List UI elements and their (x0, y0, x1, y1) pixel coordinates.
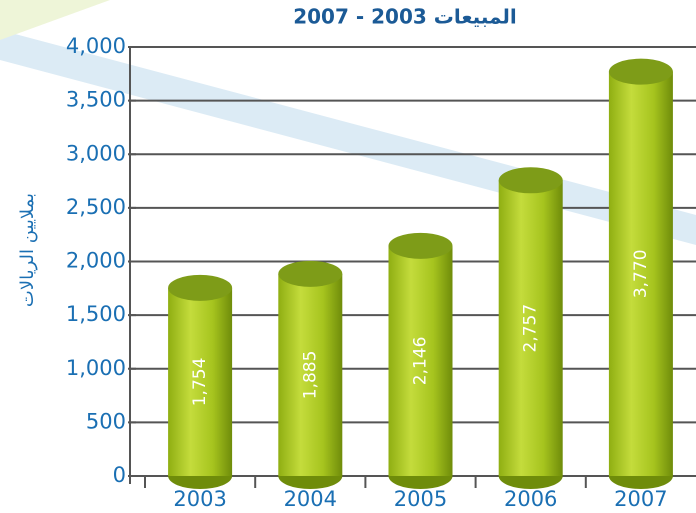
y-axis-label: بملايين الريالات (17, 193, 38, 307)
y-tick-label: 2,000 (66, 249, 126, 273)
chart-title: المبيعات 2003 - 2007 (293, 5, 517, 29)
x-tick-label: 2005 (394, 487, 447, 511)
y-tick-label: 0 (113, 463, 126, 487)
y-tick-label: 3,000 (66, 141, 126, 165)
plot-area: 0 500 1,000 1,500 2,000 2,500 3,000 3,500 4,000 2… (66, 34, 696, 511)
x-tick-label: 2007 (614, 487, 667, 511)
y-tick-label: 3,500 (66, 88, 126, 112)
bar-top (608, 58, 673, 85)
bar-top (168, 274, 233, 301)
value-label: 1,754 (190, 358, 210, 407)
y-tick-label: 500 (86, 409, 126, 433)
bar-top (498, 167, 563, 194)
bar (388, 245, 453, 476)
bar (498, 180, 563, 476)
bar-top (278, 260, 343, 287)
value-label: 1,885 (300, 351, 320, 400)
y-tick-label: 1,000 (66, 356, 126, 380)
bar (168, 287, 233, 476)
x-tick-label: 2003 (173, 487, 226, 511)
value-label: 3,770 (631, 249, 651, 298)
y-tick-label: 2,500 (66, 195, 126, 219)
background-corner (0, 0, 110, 40)
y-tick-label: 4,000 (66, 34, 126, 58)
y-tick-label: 1,500 (66, 302, 126, 326)
bar (278, 273, 343, 476)
x-tick-label: 2004 (284, 487, 337, 511)
value-label: 2,146 (411, 337, 431, 386)
x-tick-label: 2006 (504, 487, 557, 511)
value-label: 2,757 (521, 304, 541, 353)
bar (608, 71, 673, 476)
bar-top (388, 232, 453, 259)
